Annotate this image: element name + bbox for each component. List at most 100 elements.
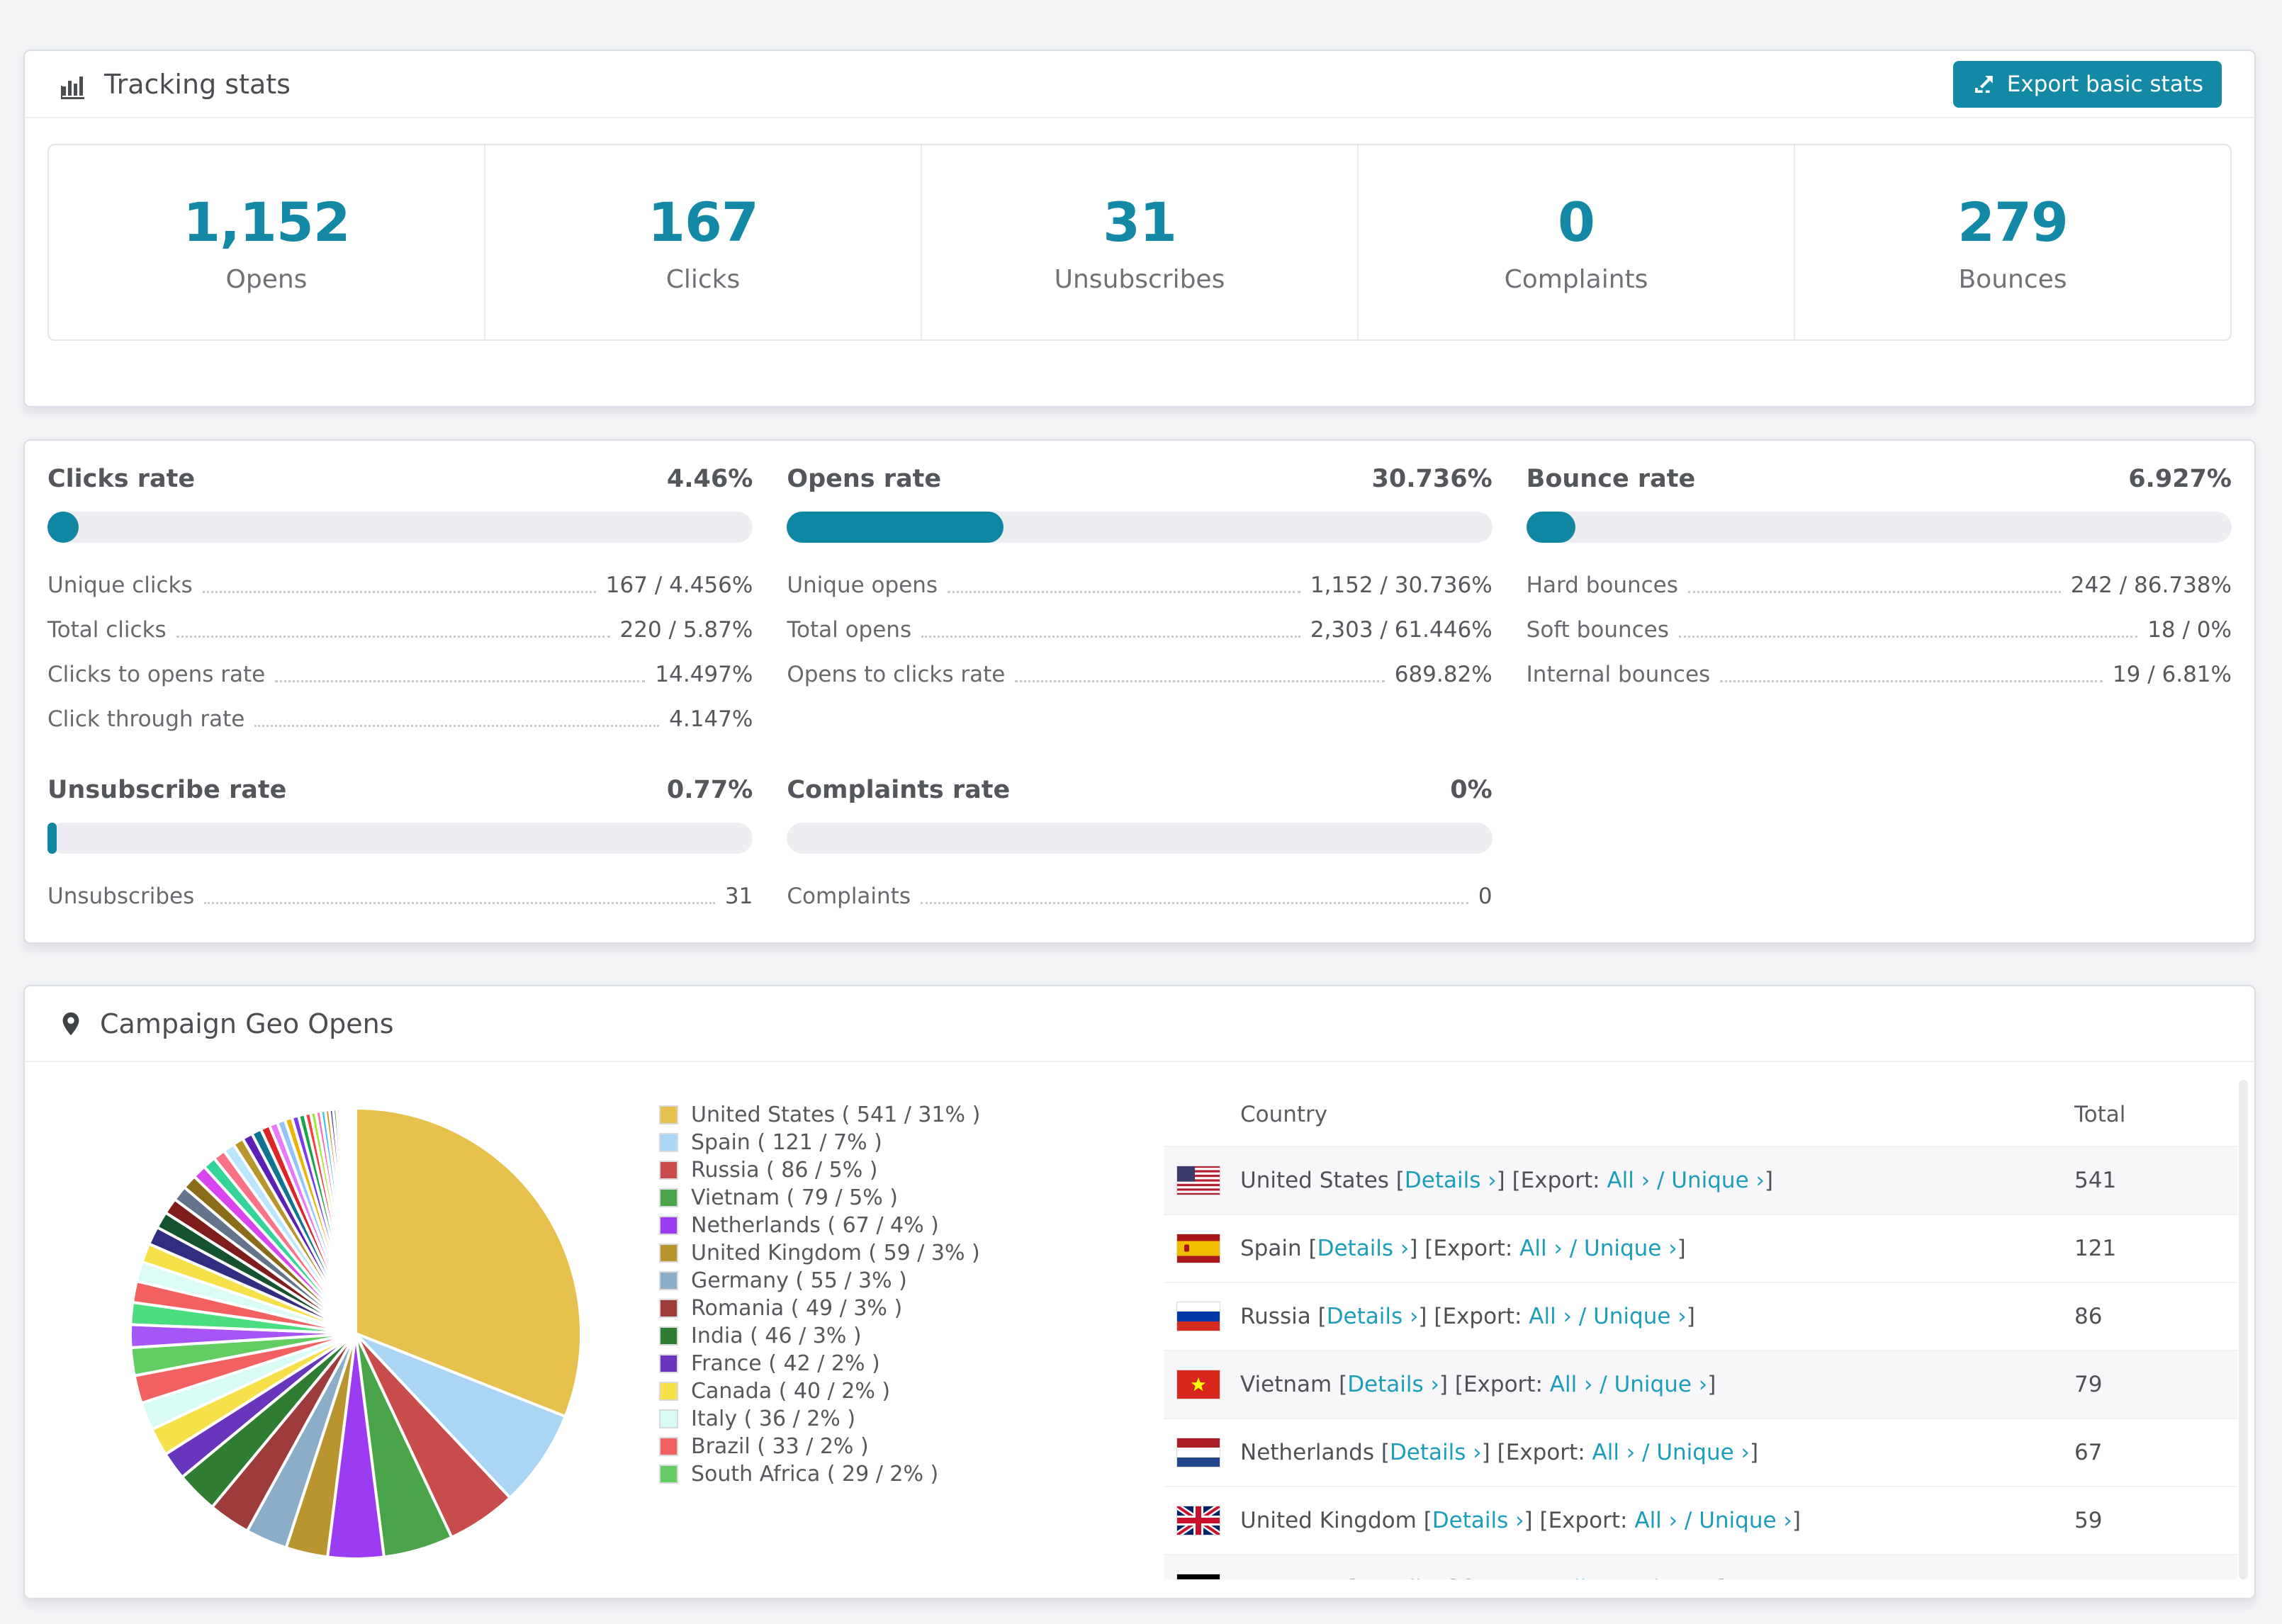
details-link[interactable]: Details › [1326, 1304, 1419, 1329]
country-row-netherlands: Netherlands [Details ›] [Export: All › /… [1164, 1419, 2237, 1487]
metric-row-unique-clicks: Unique clicks 167 / 4.456% [47, 573, 753, 598]
legend-swatch [659, 1161, 678, 1180]
metric-row-complaints: Complaints 0 [787, 884, 1492, 909]
legend-item-russia[interactable]: Russia ( 86 / 5% ) [659, 1156, 980, 1184]
metric-label: Unique clicks [47, 573, 193, 598]
progress-bar-clicks-rate [47, 512, 753, 543]
export-all-link[interactable]: All › [1592, 1440, 1636, 1465]
country-total: 67 [2074, 1440, 2103, 1465]
export-unique-link[interactable]: Unique › [1593, 1304, 1687, 1329]
export-unique-link[interactable]: Unique › [1699, 1508, 1792, 1533]
export-all-link[interactable]: All › [1519, 1236, 1563, 1261]
legend-label: Netherlands ( 67 / 4% ) [691, 1213, 939, 1238]
export-unique-link[interactable]: Unique › [1624, 1576, 1717, 1579]
country-row-russia: Russia [Details ›] [Export: All › / Uniq… [1164, 1283, 2237, 1351]
country-row-united-states: United States [Details ›] [Export: All ›… [1164, 1147, 2237, 1215]
metric-value: 220 / 5.87% [619, 617, 753, 643]
export-all-link[interactable]: All › [1559, 1576, 1602, 1579]
export-all-link[interactable]: All › [1634, 1508, 1678, 1533]
legend-item-brazil[interactable]: Brazil ( 33 / 2% ) [659, 1433, 980, 1460]
rate-block-clicks-rate: Clicks rate 4.46% Unique clicks 167 / 4.… [47, 465, 753, 732]
metric-value: 18 / 0% [2147, 617, 2232, 643]
metric-label: Unique opens [787, 573, 938, 598]
geo-legend: United States ( 541 / 31% ) Spain ( 121 … [659, 1101, 980, 1488]
progress-fill [1526, 512, 1575, 543]
stat-value: 167 [648, 191, 759, 254]
rate-block-unsubscribe-rate: Unsubscribe rate 0.77% Unsubscribes 31 [47, 776, 753, 909]
export-unique-link[interactable]: Unique › [1656, 1440, 1750, 1465]
dotted-leader [204, 902, 715, 904]
geo-content: United States ( 541 / 31% ) Spain ( 121 … [25, 1062, 2254, 1599]
legend-item-united-states[interactable]: United States ( 541 / 31% ) [659, 1101, 980, 1129]
flag-ru-icon [1176, 1302, 1220, 1331]
rate-value: 30.736% [1371, 465, 1493, 493]
rate-value: 4.46% [666, 465, 753, 493]
geo-table-body: United States [Details ›] [Export: All ›… [1164, 1147, 2237, 1579]
legend-label: South Africa ( 29 / 2% ) [691, 1462, 939, 1487]
metric-row-total-clicks: Total clicks 220 / 5.87% [47, 617, 753, 643]
stat-card-opens: 1,152 Opens [49, 145, 485, 339]
rate-title: Clicks rate [47, 465, 196, 493]
export-unique-link[interactable]: Unique › [1584, 1236, 1677, 1261]
export-all-link[interactable]: All › [1607, 1168, 1651, 1193]
legend-item-germany[interactable]: Germany ( 55 / 3% ) [659, 1267, 980, 1295]
rates-grid: Clicks rate 4.46% Unique clicks 167 / 4.… [25, 441, 2254, 909]
page-title: Tracking stats [57, 69, 291, 100]
dotted-leader [1678, 636, 2138, 638]
legend-label: United States ( 541 / 31% ) [691, 1103, 981, 1127]
rate-block-complaints-rate: Complaints rate 0% Complaints 0 [787, 776, 1493, 909]
rates-card: Clicks rate 4.46% Unique clicks 167 / 4.… [23, 439, 2256, 944]
stat-value: 0 [1558, 191, 1595, 254]
stat-label: Unsubscribes [1054, 265, 1225, 294]
country-total: 59 [2074, 1508, 2103, 1533]
legend-label: Italy ( 36 / 2% ) [691, 1406, 856, 1431]
stat-label: Complaints [1504, 265, 1648, 294]
metric-value: 0 [1478, 884, 1493, 909]
legend-label: France ( 42 / 2% ) [691, 1351, 880, 1376]
rate-title: Opens rate [787, 465, 942, 493]
pie-slice-spain[interactable] [354, 1332, 567, 1499]
legend-item-france[interactable]: France ( 42 / 2% ) [659, 1350, 980, 1377]
export-basic-stats-button[interactable]: Export basic stats [1952, 60, 2222, 108]
details-link[interactable]: Details › [1404, 1168, 1497, 1193]
stat-card-clicks: 167 Clicks [485, 145, 922, 339]
metric-row-click-through-rate: Click through rate 4.147% [47, 706, 753, 732]
details-link[interactable]: Details › [1356, 1576, 1449, 1579]
pie-slice-united-states[interactable] [354, 1107, 583, 1419]
details-link[interactable]: Details › [1389, 1440, 1482, 1465]
country-total: 79 [2074, 1372, 2103, 1397]
legend-item-south-africa[interactable]: South Africa ( 29 / 2% ) [659, 1460, 980, 1488]
page-title-text: Tracking stats [104, 68, 291, 100]
legend-item-india[interactable]: India ( 46 / 3% ) [659, 1322, 980, 1350]
legend-item-romania[interactable]: Romania ( 49 / 3% ) [659, 1295, 980, 1322]
legend-item-italy[interactable]: Italy ( 36 / 2% ) [659, 1405, 980, 1433]
export-unique-link[interactable]: Unique › [1614, 1372, 1708, 1397]
country-row-germany: Germany [Details ›] [Export: All › / Uni… [1164, 1555, 2237, 1579]
export-all-link[interactable]: All › [1529, 1304, 1572, 1329]
metric-row-soft-bounces: Soft bounces 18 / 0% [1527, 617, 2232, 643]
dotted-leader [176, 636, 610, 638]
flag-gb-icon [1176, 1506, 1220, 1535]
details-link[interactable]: Details › [1317, 1236, 1410, 1261]
legend-swatch [659, 1133, 678, 1152]
column-header-country: Country [1240, 1102, 1328, 1127]
stats-row: 1,152 Opens 167 Clicks 31 Unsubscribes 0… [47, 144, 2232, 341]
details-link[interactable]: Details › [1432, 1508, 1524, 1533]
legend-item-netherlands[interactable]: Netherlands ( 67 / 4% ) [659, 1212, 980, 1239]
rate-value: 6.927% [2128, 465, 2232, 493]
details-link[interactable]: Details › [1347, 1372, 1439, 1397]
legend-item-canada[interactable]: Canada ( 40 / 2% ) [659, 1377, 980, 1405]
dotted-leader [254, 725, 660, 727]
legend-item-spain[interactable]: Spain ( 121 / 7% ) [659, 1129, 980, 1156]
export-unique-link[interactable]: Unique › [1671, 1168, 1765, 1193]
tracking-stats-header: Tracking stats Export basic stats [25, 51, 2254, 118]
pie-slice-other-40[interactable] [353, 1106, 357, 1335]
legend-item-united-kingdom[interactable]: United Kingdom ( 59 / 3% ) [659, 1239, 980, 1267]
campaign-geo-opens-card: Campaign Geo Opens United States ( 541 /… [23, 985, 2256, 1599]
legend-item-vietnam[interactable]: Vietnam ( 79 / 5% ) [659, 1184, 980, 1212]
dotted-leader [921, 636, 1300, 638]
table-scrollbar[interactable] [2239, 1080, 2248, 1579]
rate-block-opens-rate: Opens rate 30.736% Unique opens 1,152 / … [787, 465, 1493, 732]
metric-row-total-opens: Total opens 2,303 / 61.446% [787, 617, 1492, 643]
export-all-link[interactable]: All › [1549, 1372, 1593, 1397]
